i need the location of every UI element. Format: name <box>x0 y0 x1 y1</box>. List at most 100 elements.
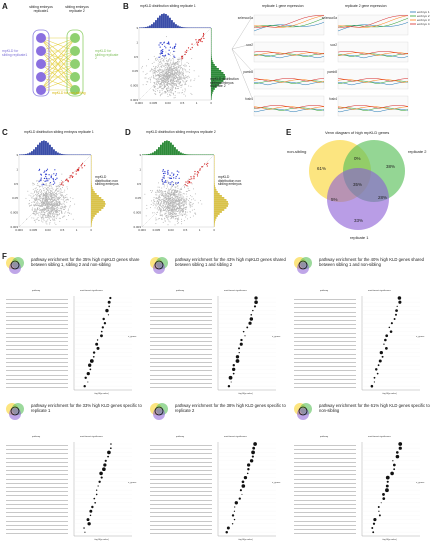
hist-right-bar <box>214 219 216 221</box>
hist-top-bar <box>155 20 157 28</box>
scatter-point-blue <box>176 174 179 176</box>
scatter-point <box>57 202 59 204</box>
scatter-point <box>192 202 194 204</box>
hist-right-bar <box>211 52 212 54</box>
hist-top-bar <box>79 154 81 155</box>
scatter-point <box>159 197 161 199</box>
scatter-point <box>49 202 51 204</box>
scatter-point <box>173 78 175 80</box>
hist-top-bar <box>207 27 209 28</box>
scatter-point-blue <box>164 54 167 56</box>
scatter-diagonal <box>141 154 215 228</box>
scatter-point <box>47 219 49 221</box>
scatter-point <box>182 75 184 77</box>
scatter-point <box>60 179 62 181</box>
scatter-point <box>174 190 176 192</box>
scatter-point <box>145 83 147 85</box>
scatter-point <box>49 214 51 216</box>
enrichment-dot <box>373 376 376 379</box>
scatter-point <box>45 215 47 217</box>
pathway-row-stub <box>294 305 356 309</box>
pathway-row-stub <box>150 498 212 501</box>
scatter-point-blue <box>40 174 43 176</box>
scatter-point <box>35 209 37 211</box>
scatter-point <box>157 204 159 206</box>
scatter-point <box>161 210 163 212</box>
hist-top-bar <box>182 153 184 155</box>
panel-c-title: mpKLD distribution sibling embryos repli… <box>24 130 94 134</box>
hist-right-bar <box>214 167 215 169</box>
legend-label: embryo 2 <box>417 14 430 18</box>
pathway-row-stub <box>6 493 68 497</box>
pathway-row-stub <box>6 347 68 351</box>
pathway-row-stub <box>150 460 212 463</box>
scatter-point <box>192 188 194 190</box>
enrichment-dot <box>379 350 383 355</box>
scatter-point <box>33 212 35 214</box>
hist-right-bar <box>91 193 97 195</box>
scatter-point <box>174 78 176 80</box>
scatter-point <box>174 206 176 208</box>
hist-right-bar <box>211 28 212 30</box>
dot-plot-xaxis-label: -log10(p-value) <box>238 393 253 395</box>
enrichment-dot <box>238 347 241 350</box>
scatter-point <box>64 212 66 214</box>
scatter-point <box>163 176 165 178</box>
scatter-point <box>146 208 148 210</box>
hist-top-bar <box>151 24 153 28</box>
scatter-point <box>155 59 157 61</box>
scatter-point <box>151 212 153 214</box>
hist-top-bar <box>141 27 143 28</box>
scatter-point <box>162 198 164 200</box>
scatter-point <box>141 67 143 69</box>
scatter-point <box>178 210 180 212</box>
scatter-point <box>33 204 35 206</box>
scatter-point <box>182 72 184 74</box>
hist-top-bar <box>73 154 75 155</box>
scatter-point <box>172 64 174 66</box>
enrichment-dot <box>383 343 385 345</box>
scatter-point <box>48 205 50 207</box>
enrichment-dot <box>395 451 399 454</box>
scatter-point <box>171 70 173 72</box>
scatter-point <box>52 211 54 213</box>
scatter-point <box>183 200 185 202</box>
scatter-point <box>158 71 160 73</box>
dot-plot-legend: n_genes <box>416 482 425 484</box>
legend-label: embryo 1 <box>417 10 430 14</box>
hist-top-bar <box>165 14 167 28</box>
scatter-point <box>183 213 185 215</box>
hist-top-bar <box>51 147 53 155</box>
pathway-row-stub <box>150 447 212 451</box>
hist-right-bar <box>91 189 94 191</box>
scatter-point <box>55 223 57 225</box>
scatter-point <box>173 58 175 60</box>
scatter-point <box>163 73 165 75</box>
scatter-point <box>173 199 175 201</box>
scatter-point-red <box>191 47 193 49</box>
pathway-row-stub <box>150 485 212 488</box>
scatter-point <box>164 56 166 58</box>
scatter-point-blue <box>161 179 163 181</box>
scatter-point <box>59 191 61 193</box>
panel-b-rep1-title: replicate 1 gene expression <box>262 4 304 8</box>
enrichment-dot <box>92 355 95 358</box>
scatter-point <box>159 95 161 97</box>
mini-venn-icon <box>294 257 312 274</box>
scatter-point <box>58 184 60 186</box>
hist-top-bar <box>35 147 37 155</box>
scatter-point <box>165 187 167 189</box>
scatter-point <box>39 197 41 199</box>
scatter-point <box>180 76 182 78</box>
scatter-point <box>177 82 179 84</box>
scatter-point <box>66 219 68 221</box>
hist-right-bar <box>214 163 215 165</box>
hist-top-bar <box>198 154 200 155</box>
hist-top-bar <box>63 154 65 155</box>
scatter-point <box>175 78 177 80</box>
scatter-point <box>32 188 34 190</box>
pathway-row-stub <box>294 481 356 484</box>
scatter-point-red <box>193 175 195 177</box>
scatter-point <box>49 188 51 190</box>
scatter-point-blue <box>173 177 175 179</box>
